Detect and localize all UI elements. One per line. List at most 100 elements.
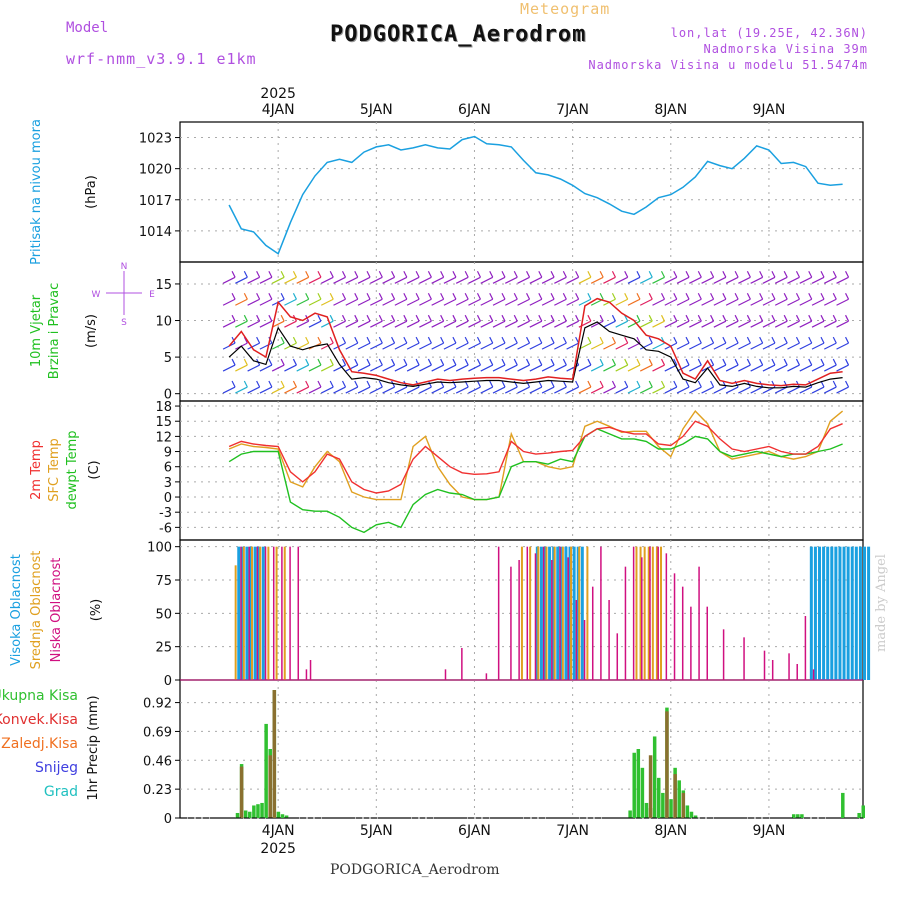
wind-barb [440,271,445,278]
x-tick-top: 9JAN [753,102,786,118]
wind-barb [431,386,444,394]
cloud-bar-low [706,606,708,680]
wind-barb [599,380,604,388]
precip-legend-label: Grad [44,784,78,800]
wind-barb [627,364,641,372]
wind-barb [759,358,764,366]
wind-barb [440,358,445,366]
cloud-bar-high [548,546,552,680]
pressure-y-tick: 1020 [139,163,172,178]
cloud-bar-high [237,546,241,680]
wind-barb [587,314,592,322]
cloud-bar-high [556,546,560,680]
wind-barb [489,314,494,322]
wind-barb [529,298,543,306]
model-label: Model [66,20,109,36]
wind-barb [529,276,543,284]
wind-barb [464,358,469,366]
wind-barb [722,358,727,366]
wind-barb [615,320,628,328]
wind-barb [517,386,530,394]
cloud-y-tick: 25 [155,641,172,656]
wind-barb [443,320,457,328]
wind-barb [406,320,420,328]
wind-barb [824,386,837,394]
wind-barb [808,380,813,388]
wind-barb [476,292,482,300]
wind-barb [455,298,469,306]
wind-barb [660,358,666,366]
wind-barb [271,386,285,394]
wind-barb [689,298,702,306]
wind-barb [333,364,346,372]
wind-barb [722,292,727,300]
wind-barb [480,364,494,372]
pressure-line [228,135,843,255]
wind-barb [366,271,371,278]
wind-barb [271,364,285,372]
precip-bar [628,810,632,818]
wind-barb [526,336,531,344]
wind-barb [578,276,592,284]
wind-barb [824,342,837,350]
precip-bar [669,799,673,818]
precip-bar [665,711,669,818]
temperature-y-tick: 6 [164,461,172,476]
wind-barb [357,364,371,372]
pressure-axis-label: Pritisak na nivou mora [29,119,44,265]
wind-barb [639,276,653,284]
wind-barb [431,276,444,284]
wind-barb [648,314,653,322]
cloud-bar-low [616,633,619,680]
wind-barb [489,336,494,344]
wind-barb [676,298,690,306]
pressure-unit-label: (hPa) [84,175,99,209]
wind-barb [476,314,482,322]
wind-barb [341,336,347,344]
wind-barb [750,298,763,306]
wind-barb [590,364,604,372]
wind-barb [247,298,260,306]
cloud-bar-low [788,653,790,680]
cloud-bar-low [673,573,676,680]
wind-barb [783,358,788,366]
wind-barb [247,320,260,328]
cloud-y-tick: 0 [164,674,172,689]
wind-barb [771,380,776,388]
cloud-bar-mid [647,546,650,680]
wind-barb [259,320,273,328]
wind-barb [774,320,788,328]
wind-barb [329,336,334,344]
cloud-bar-mid [275,546,278,680]
wind-barb [795,336,801,344]
wind-barb [808,271,813,278]
wind-barb [329,292,334,300]
precip-bar [632,752,636,818]
wind-barb [722,314,727,322]
wind-barb [403,292,408,300]
wind-barb [517,276,530,284]
wind-barb [762,342,776,350]
wind-barb [599,292,604,300]
wind-barb [774,342,788,350]
wind-barb [673,380,678,388]
wind-barb [235,386,248,394]
precip-bar [800,814,804,818]
wind-barb [566,342,579,350]
x-tick-bottom: 8JAN [654,823,687,839]
wind-barb [317,336,322,344]
wind-barb [526,271,531,278]
wind-barb [296,386,309,394]
wind-barb [811,298,825,306]
wind-barb [280,380,285,388]
wind-barb [513,336,518,344]
wind-barb [799,320,813,328]
wind-barb [455,364,469,372]
cloud-bar-low [624,566,627,680]
wind-barb [419,298,432,306]
wind-barb [468,276,481,284]
wind-barb [701,320,714,328]
wind-barb [599,271,604,278]
wind-barb [701,342,714,350]
precip-bar [264,723,268,818]
